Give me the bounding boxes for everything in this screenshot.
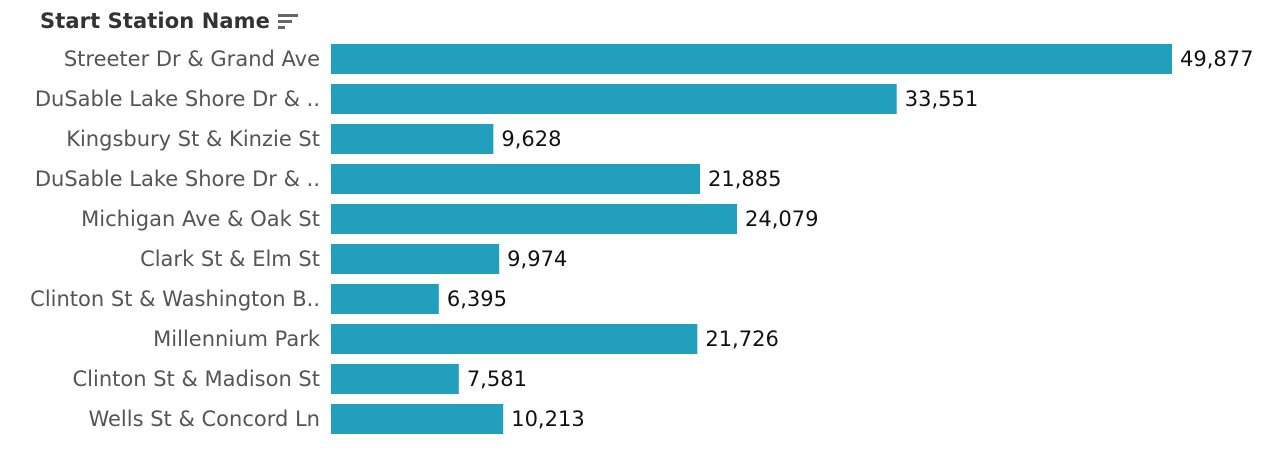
value-label: 49,877 — [1180, 47, 1253, 71]
category-label: Clinton St & Madison St — [73, 367, 321, 391]
category-label: DuSable Lake Shore Dr & .. — [35, 167, 320, 191]
sort-descending-icon[interactable] — [277, 12, 298, 30]
value-label: 33,551 — [905, 87, 978, 111]
column-header: Start Station Name — [40, 7, 298, 35]
bar[interactable] — [331, 284, 439, 314]
bar[interactable] — [331, 44, 1172, 74]
bar[interactable] — [331, 324, 698, 354]
value-label: 9,974 — [507, 247, 567, 271]
value-label: 7,581 — [467, 367, 527, 391]
value-label: 9,628 — [501, 127, 561, 151]
category-label: Clark St & Elm St — [140, 247, 320, 271]
category-label: Clinton St & Washington B.. — [30, 287, 320, 311]
bar[interactable] — [331, 404, 504, 434]
category-label: Streeter Dr & Grand Ave — [64, 47, 320, 71]
bar[interactable] — [331, 84, 897, 114]
category-label: DuSable Lake Shore Dr & .. — [35, 87, 320, 111]
category-label: Michigan Ave & Oak St — [81, 207, 320, 231]
bar[interactable] — [331, 164, 701, 194]
category-label: Millennium Park — [153, 327, 321, 351]
value-label: 21,885 — [708, 167, 781, 191]
category-label: Kingsbury St & Kinzie St — [66, 127, 320, 151]
value-label: 21,726 — [705, 327, 778, 351]
value-label: 24,079 — [745, 207, 818, 231]
value-label: 10,213 — [511, 407, 584, 431]
value-label: 6,395 — [447, 287, 507, 311]
bar[interactable] — [331, 204, 738, 234]
bar[interactable] — [331, 364, 459, 394]
category-label: Wells St & Concord Ln — [88, 407, 320, 431]
bar[interactable] — [331, 244, 500, 274]
bar[interactable] — [331, 124, 494, 154]
field-label: Start Station Name — [40, 9, 270, 33]
